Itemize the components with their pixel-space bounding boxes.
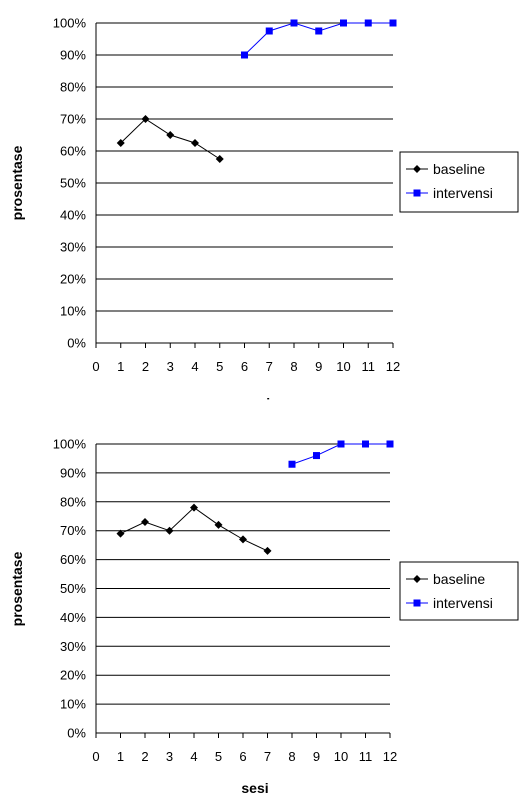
x-axis-title: sesi bbox=[241, 780, 268, 796]
x-tick-label: 1 bbox=[117, 359, 124, 374]
y-tick-label: 100% bbox=[53, 16, 87, 31]
y-tick-label: 60% bbox=[60, 552, 86, 567]
x-tick-label: 9 bbox=[313, 749, 320, 764]
y-tick-label: 0% bbox=[67, 726, 86, 741]
y-tick-label: 80% bbox=[60, 494, 86, 509]
data-point-baseline bbox=[116, 139, 125, 147]
y-tick-label: 80% bbox=[60, 80, 86, 95]
y-tick-label: 70% bbox=[60, 112, 86, 127]
data-point-baseline bbox=[166, 131, 175, 139]
x-tick-label: 1 bbox=[117, 749, 124, 764]
data-point-intervensi bbox=[265, 27, 273, 35]
data-point-intervensi bbox=[241, 51, 248, 59]
x-tick-label: 7 bbox=[266, 359, 273, 374]
y-tick-label: 50% bbox=[60, 581, 86, 596]
legend-marker-intervensi bbox=[413, 599, 421, 607]
x-tick-label: 11 bbox=[359, 749, 373, 764]
x-tick-label: 5 bbox=[216, 359, 223, 374]
x-tick-label: 5 bbox=[215, 749, 222, 764]
y-tick-label: 20% bbox=[60, 668, 86, 683]
x-axis-title: sesi bbox=[243, 395, 270, 400]
y-tick-label: 50% bbox=[60, 176, 86, 191]
legend: baseline intervensi bbox=[399, 561, 519, 621]
legend-marker-baseline bbox=[413, 165, 421, 173]
x-tick-label: 8 bbox=[288, 749, 295, 764]
x-tick-label: 11 bbox=[362, 359, 376, 374]
data-point-intervensi bbox=[337, 440, 345, 448]
x-tick-label: 2 bbox=[142, 359, 149, 374]
series-line-baseline bbox=[120, 506, 268, 552]
data-point-intervensi bbox=[315, 27, 323, 35]
y-tick-label: 30% bbox=[60, 240, 86, 255]
data-point-baseline bbox=[165, 526, 174, 535]
x-tick-label: 8 bbox=[290, 359, 297, 374]
x-tick-label: 7 bbox=[264, 749, 271, 764]
legend-marker-intervensi bbox=[413, 189, 421, 197]
y-tick-label: 40% bbox=[60, 208, 86, 223]
y-tick-label: 60% bbox=[60, 144, 86, 159]
x-tick-label: 10 bbox=[334, 749, 348, 764]
data-point-intervensi bbox=[290, 19, 298, 27]
data-point-baseline bbox=[141, 115, 150, 123]
data-point-intervensi bbox=[364, 19, 372, 27]
data-point-baseline bbox=[190, 503, 198, 512]
legend-label-intervensi: intervensi bbox=[433, 595, 493, 611]
legend-label-baseline: baseline bbox=[433, 161, 485, 177]
y-tick-label: 10% bbox=[60, 304, 86, 319]
x-tick-label: 2 bbox=[141, 749, 148, 764]
y-tick-label: 90% bbox=[60, 48, 86, 63]
legend-marker-baseline bbox=[413, 575, 421, 583]
x-tick-label: 4 bbox=[191, 359, 198, 374]
y-tick-label: 30% bbox=[60, 639, 86, 654]
x-tick-label: 10 bbox=[336, 359, 350, 374]
data-point-baseline bbox=[116, 529, 125, 538]
data-point-intervensi bbox=[313, 452, 320, 460]
chart-svg: 0%10%20%30%40%50%60%70%80%90%100%0 1 2 3 4 5 6… bbox=[9, 16, 519, 400]
data-point-baseline bbox=[191, 139, 199, 147]
data-point-baseline bbox=[214, 520, 223, 529]
x-tick-label: 3 bbox=[166, 749, 173, 764]
y-axis-title: prosentase bbox=[9, 145, 25, 220]
data-point-intervensi bbox=[362, 440, 369, 448]
x-tick-label: 0 bbox=[92, 359, 99, 374]
y-tick-label: 90% bbox=[60, 465, 86, 480]
chart-svg: 0%10%20%30%40%50%60%70%80%90%100%0 1 2 3 4 5 6… bbox=[9, 437, 519, 796]
y-axis-title: prosentase bbox=[9, 551, 25, 626]
x-tick-label: 6 bbox=[239, 749, 246, 764]
data-point-baseline bbox=[215, 155, 224, 163]
data-point-intervensi bbox=[340, 19, 347, 27]
x-tick-label: 9 bbox=[315, 359, 322, 374]
data-point-intervensi bbox=[288, 460, 296, 468]
x-tick-label: 6 bbox=[241, 359, 248, 374]
y-tick-label: 20% bbox=[60, 272, 86, 287]
x-tick-label: 12 bbox=[383, 749, 397, 764]
data-point-intervensi bbox=[386, 440, 394, 448]
y-tick-label: 40% bbox=[60, 610, 86, 625]
x-tick-label: 0 bbox=[92, 749, 99, 764]
data-point-baseline bbox=[263, 546, 272, 555]
data-point-intervensi bbox=[389, 19, 397, 27]
data-point-baseline bbox=[141, 518, 149, 527]
y-tick-label: 100% bbox=[53, 437, 87, 452]
legend: baseline intervensi bbox=[399, 151, 519, 213]
y-tick-label: 70% bbox=[60, 523, 86, 538]
x-tick-label: 4 bbox=[190, 749, 197, 764]
y-tick-label: 0% bbox=[67, 336, 86, 351]
legend-label-intervensi: intervensi bbox=[433, 185, 493, 201]
y-tick-label: 10% bbox=[60, 697, 86, 712]
legend-label-baseline: baseline bbox=[433, 571, 485, 587]
chart-bottom: 0% 10% 20% 30% 40% 50% 60% 70% 80% 90% 100% 0 1 2 3 4 5 6… bbox=[0, 400, 520, 799]
legend-box bbox=[399, 151, 519, 213]
chart-top: 0% 10% 20% 30% 40% 50% 60% 70% 80% 90% 100% 0 1 2 3 4 5 6… bbox=[9, 16, 519, 400]
legend-box bbox=[399, 561, 519, 621]
x-tick-label: 3 bbox=[167, 359, 174, 374]
data-point-baseline bbox=[239, 535, 247, 544]
x-tick-label: 12 bbox=[386, 359, 400, 374]
